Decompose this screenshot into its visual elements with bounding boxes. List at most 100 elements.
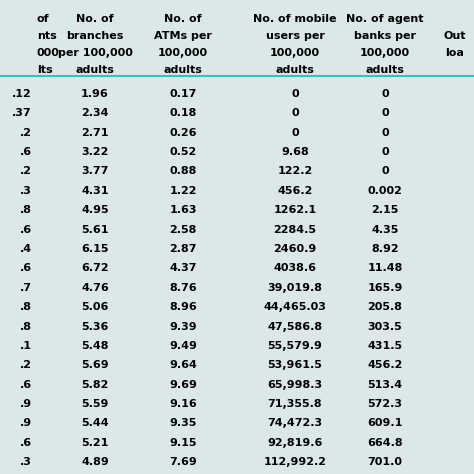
Text: 000: 000 <box>37 48 60 58</box>
Text: 100,000: 100,000 <box>270 48 320 58</box>
Text: 0: 0 <box>291 108 299 118</box>
Text: 4.89: 4.89 <box>81 457 109 467</box>
Text: 2.71: 2.71 <box>81 128 109 137</box>
Text: .3: .3 <box>20 457 32 467</box>
Text: 9.39: 9.39 <box>169 321 197 331</box>
Text: .12: .12 <box>12 89 32 99</box>
Text: 664.8: 664.8 <box>367 438 403 448</box>
Text: 9.69: 9.69 <box>169 380 197 390</box>
Text: 65,998.3: 65,998.3 <box>267 380 323 390</box>
Text: 7.69: 7.69 <box>169 457 197 467</box>
Text: 8.92: 8.92 <box>371 244 399 254</box>
Text: 55,579.9: 55,579.9 <box>267 341 322 351</box>
Text: 513.4: 513.4 <box>367 380 402 390</box>
Text: 2460.9: 2460.9 <box>273 244 317 254</box>
Text: .2: .2 <box>20 360 32 370</box>
Text: 5.36: 5.36 <box>82 321 109 331</box>
Text: 9.15: 9.15 <box>169 438 197 448</box>
Text: 205.8: 205.8 <box>367 302 402 312</box>
Text: .2: .2 <box>20 166 32 176</box>
Text: 5.06: 5.06 <box>82 302 109 312</box>
Text: 0.002: 0.002 <box>367 186 402 196</box>
Text: 6.72: 6.72 <box>81 263 109 273</box>
Text: lts: lts <box>37 65 53 75</box>
Text: per 100,000: per 100,000 <box>57 48 132 58</box>
Text: 4.31: 4.31 <box>81 186 109 196</box>
Text: 5.21: 5.21 <box>82 438 109 448</box>
Text: .8: .8 <box>20 205 32 215</box>
Text: 609.1: 609.1 <box>367 419 403 428</box>
Text: 0.17: 0.17 <box>169 89 197 99</box>
Text: .6: .6 <box>20 380 32 390</box>
Text: .9: .9 <box>20 399 32 409</box>
Text: 0.52: 0.52 <box>169 147 197 157</box>
Text: .6: .6 <box>20 147 32 157</box>
Text: No. of mobile: No. of mobile <box>253 14 337 24</box>
Text: banks per: banks per <box>354 31 416 41</box>
Text: 44,465.03: 44,465.03 <box>264 302 327 312</box>
Text: 0: 0 <box>381 147 389 157</box>
Text: 2.15: 2.15 <box>371 205 399 215</box>
Text: 2.34: 2.34 <box>81 108 109 118</box>
Text: .9: .9 <box>20 419 32 428</box>
Text: Out: Out <box>444 31 466 41</box>
Text: .6: .6 <box>20 438 32 448</box>
Text: 122.2: 122.2 <box>277 166 313 176</box>
Text: 0.88: 0.88 <box>169 166 197 176</box>
Text: 9.16: 9.16 <box>169 399 197 409</box>
Text: 100,000: 100,000 <box>158 48 208 58</box>
Text: 4.35: 4.35 <box>371 225 399 235</box>
Text: 701.0: 701.0 <box>367 457 402 467</box>
Text: nts: nts <box>37 31 57 41</box>
Text: 9.64: 9.64 <box>169 360 197 370</box>
Text: 2284.5: 2284.5 <box>273 225 317 235</box>
Text: .8: .8 <box>20 321 32 331</box>
Text: 0: 0 <box>291 89 299 99</box>
Text: 47,586.8: 47,586.8 <box>267 321 323 331</box>
Text: .6: .6 <box>20 225 32 235</box>
Text: adults: adults <box>365 65 404 75</box>
Text: ATMs per: ATMs per <box>154 31 212 41</box>
Text: 5.44: 5.44 <box>81 419 109 428</box>
Text: 3.22: 3.22 <box>82 147 109 157</box>
Text: 0: 0 <box>291 128 299 137</box>
Text: 92,819.6: 92,819.6 <box>267 438 323 448</box>
Text: adults: adults <box>275 65 314 75</box>
Text: .6: .6 <box>20 263 32 273</box>
Text: 456.2: 456.2 <box>367 360 403 370</box>
Text: 112,992.2: 112,992.2 <box>264 457 327 467</box>
Text: No. of: No. of <box>164 14 202 24</box>
Text: 11.48: 11.48 <box>367 263 403 273</box>
Text: 71,355.8: 71,355.8 <box>268 399 322 409</box>
Text: 1.63: 1.63 <box>169 205 197 215</box>
Text: 4.76: 4.76 <box>81 283 109 293</box>
Text: 431.5: 431.5 <box>367 341 402 351</box>
Text: 5.61: 5.61 <box>81 225 109 235</box>
Text: 0: 0 <box>381 108 389 118</box>
Text: of: of <box>37 14 50 24</box>
Text: 572.3: 572.3 <box>367 399 402 409</box>
Text: 5.48: 5.48 <box>81 341 109 351</box>
Text: 303.5: 303.5 <box>368 321 402 331</box>
Text: users per: users per <box>265 31 324 41</box>
Text: 5.82: 5.82 <box>82 380 109 390</box>
Text: 4.37: 4.37 <box>169 263 197 273</box>
Text: No. of agent: No. of agent <box>346 14 424 24</box>
Text: 100,000: 100,000 <box>360 48 410 58</box>
Text: adults: adults <box>75 65 114 75</box>
Text: 5.69: 5.69 <box>81 360 109 370</box>
Text: branches: branches <box>66 31 124 41</box>
Text: 0: 0 <box>381 166 389 176</box>
Text: .8: .8 <box>20 302 32 312</box>
Text: 74,472.3: 74,472.3 <box>267 419 323 428</box>
Text: 9.35: 9.35 <box>169 419 197 428</box>
Text: 1.96: 1.96 <box>81 89 109 99</box>
Text: 6.15: 6.15 <box>81 244 109 254</box>
Text: 4.95: 4.95 <box>81 205 109 215</box>
Text: 0: 0 <box>381 89 389 99</box>
Text: No. of: No. of <box>76 14 114 24</box>
Text: 0.26: 0.26 <box>169 128 197 137</box>
Text: 8.96: 8.96 <box>169 302 197 312</box>
Text: 1.22: 1.22 <box>169 186 197 196</box>
Text: .7: .7 <box>20 283 32 293</box>
